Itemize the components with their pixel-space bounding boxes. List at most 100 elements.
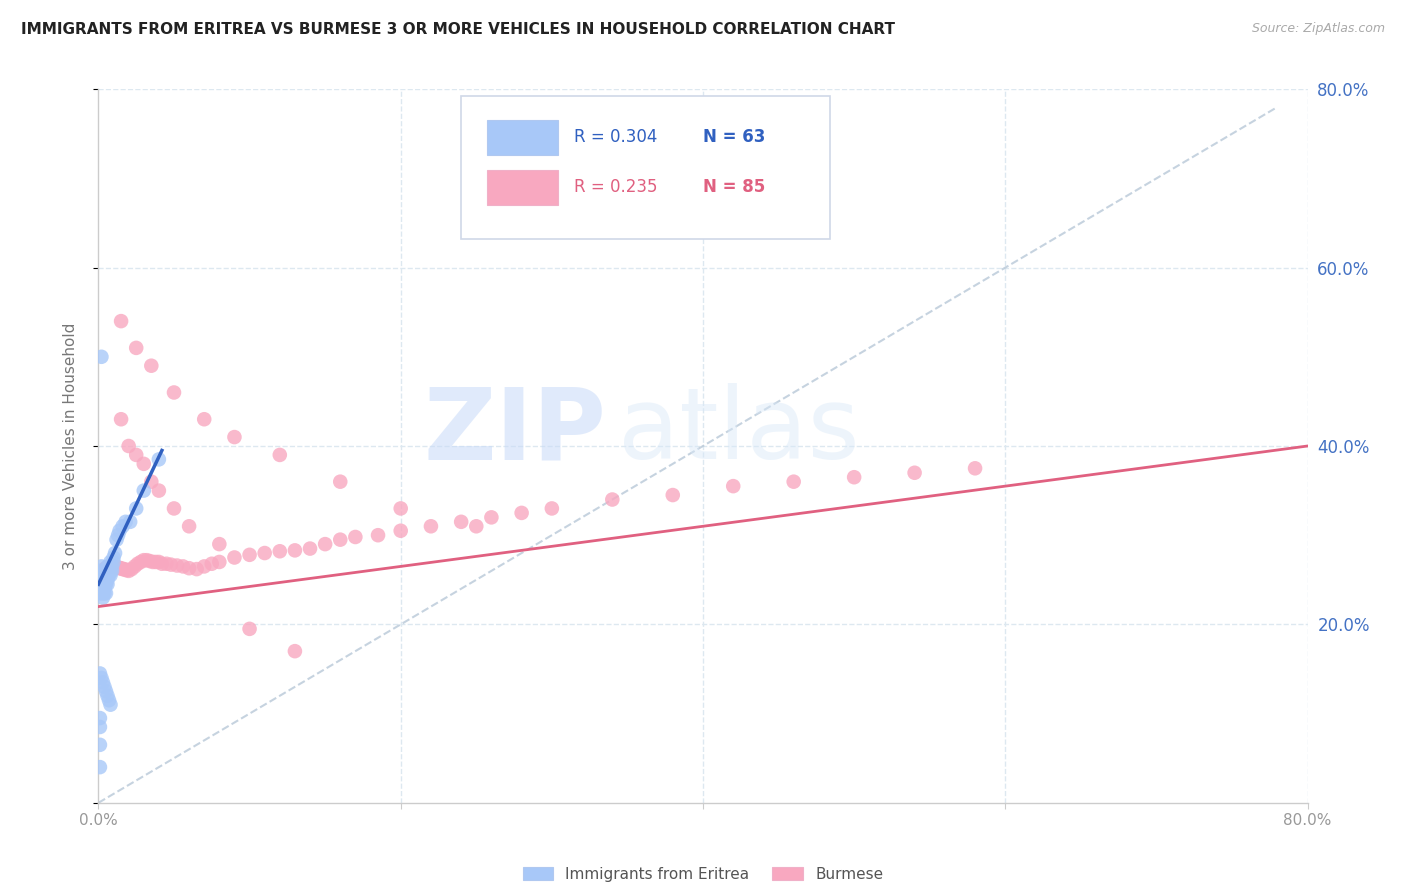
Point xyxy=(91,591,114,605)
Point xyxy=(89,666,111,681)
Point xyxy=(224,550,246,565)
Point xyxy=(135,553,157,567)
Point xyxy=(662,488,685,502)
Point xyxy=(129,555,152,569)
Point xyxy=(96,559,118,574)
Point xyxy=(114,563,136,577)
Point xyxy=(186,562,208,576)
Y-axis label: 3 or more Vehicles in Household: 3 or more Vehicles in Household xyxy=(63,322,77,570)
Point xyxy=(94,561,117,575)
Point xyxy=(253,546,276,560)
Point xyxy=(100,559,122,574)
Point xyxy=(90,577,112,591)
Point xyxy=(141,359,163,373)
Point xyxy=(127,557,149,571)
Point xyxy=(93,582,115,596)
Point xyxy=(89,582,111,596)
Point xyxy=(125,341,148,355)
Point xyxy=(121,562,143,576)
Point xyxy=(112,562,135,576)
Point xyxy=(148,452,170,467)
Point xyxy=(114,515,136,529)
Point xyxy=(160,558,183,572)
Point xyxy=(94,684,117,698)
Point xyxy=(148,555,170,569)
Point xyxy=(98,559,121,574)
Point xyxy=(540,501,562,516)
Point xyxy=(124,559,146,574)
Point xyxy=(103,555,125,569)
Point xyxy=(125,448,148,462)
Point xyxy=(284,543,307,558)
Point xyxy=(120,515,142,529)
Point xyxy=(115,563,138,577)
Text: R = 0.235: R = 0.235 xyxy=(574,178,657,196)
Point xyxy=(389,501,412,516)
Point xyxy=(481,510,503,524)
Point xyxy=(104,546,127,560)
Point xyxy=(201,557,224,571)
Point xyxy=(104,559,127,574)
Point xyxy=(89,564,111,578)
Point xyxy=(904,466,927,480)
Point xyxy=(142,555,165,569)
Point xyxy=(105,533,128,547)
Point xyxy=(284,644,307,658)
Point xyxy=(299,541,322,556)
Point xyxy=(179,519,201,533)
Point xyxy=(329,475,352,489)
Text: ZIP: ZIP xyxy=(423,384,606,480)
Point xyxy=(90,568,112,582)
Point xyxy=(93,562,115,576)
Point xyxy=(150,557,173,571)
Point xyxy=(90,582,112,596)
Point xyxy=(91,586,114,600)
Point xyxy=(239,622,262,636)
Point xyxy=(96,560,118,574)
Point xyxy=(344,530,367,544)
Point xyxy=(367,528,389,542)
Text: R = 0.304: R = 0.304 xyxy=(574,128,657,146)
Point xyxy=(111,519,134,533)
Point xyxy=(125,501,148,516)
Text: N = 63: N = 63 xyxy=(703,128,765,146)
Point xyxy=(132,457,155,471)
Point xyxy=(90,573,112,587)
Point xyxy=(96,568,118,582)
Point xyxy=(108,561,131,575)
Text: N = 85: N = 85 xyxy=(703,178,765,196)
Point xyxy=(91,573,114,587)
Point xyxy=(103,550,125,565)
Point xyxy=(93,577,115,591)
Point xyxy=(389,524,412,538)
Point xyxy=(91,675,114,690)
Point xyxy=(98,568,121,582)
Text: IMMIGRANTS FROM ERITREA VS BURMESE 3 OR MORE VEHICLES IN HOUSEHOLD CORRELATION C: IMMIGRANTS FROM ERITREA VS BURMESE 3 OR … xyxy=(21,22,896,37)
Point xyxy=(172,559,194,574)
Point xyxy=(93,573,115,587)
Point xyxy=(179,561,201,575)
Point xyxy=(93,586,115,600)
Point xyxy=(98,564,121,578)
Point xyxy=(101,559,124,574)
Point xyxy=(329,533,352,547)
Point xyxy=(139,554,162,568)
Point xyxy=(450,515,472,529)
Point xyxy=(105,560,128,574)
Point xyxy=(89,568,111,582)
Text: atlas: atlas xyxy=(619,384,860,480)
Point xyxy=(110,314,132,328)
Point xyxy=(208,555,231,569)
Point xyxy=(89,738,111,752)
Point xyxy=(110,561,132,575)
Point xyxy=(148,483,170,498)
Point xyxy=(420,519,443,533)
Point xyxy=(107,560,129,574)
Point xyxy=(89,568,111,582)
Point xyxy=(91,564,114,578)
Point xyxy=(118,564,141,578)
Point xyxy=(91,577,114,591)
Point xyxy=(163,385,186,400)
Point xyxy=(108,524,131,538)
Point xyxy=(110,412,132,426)
